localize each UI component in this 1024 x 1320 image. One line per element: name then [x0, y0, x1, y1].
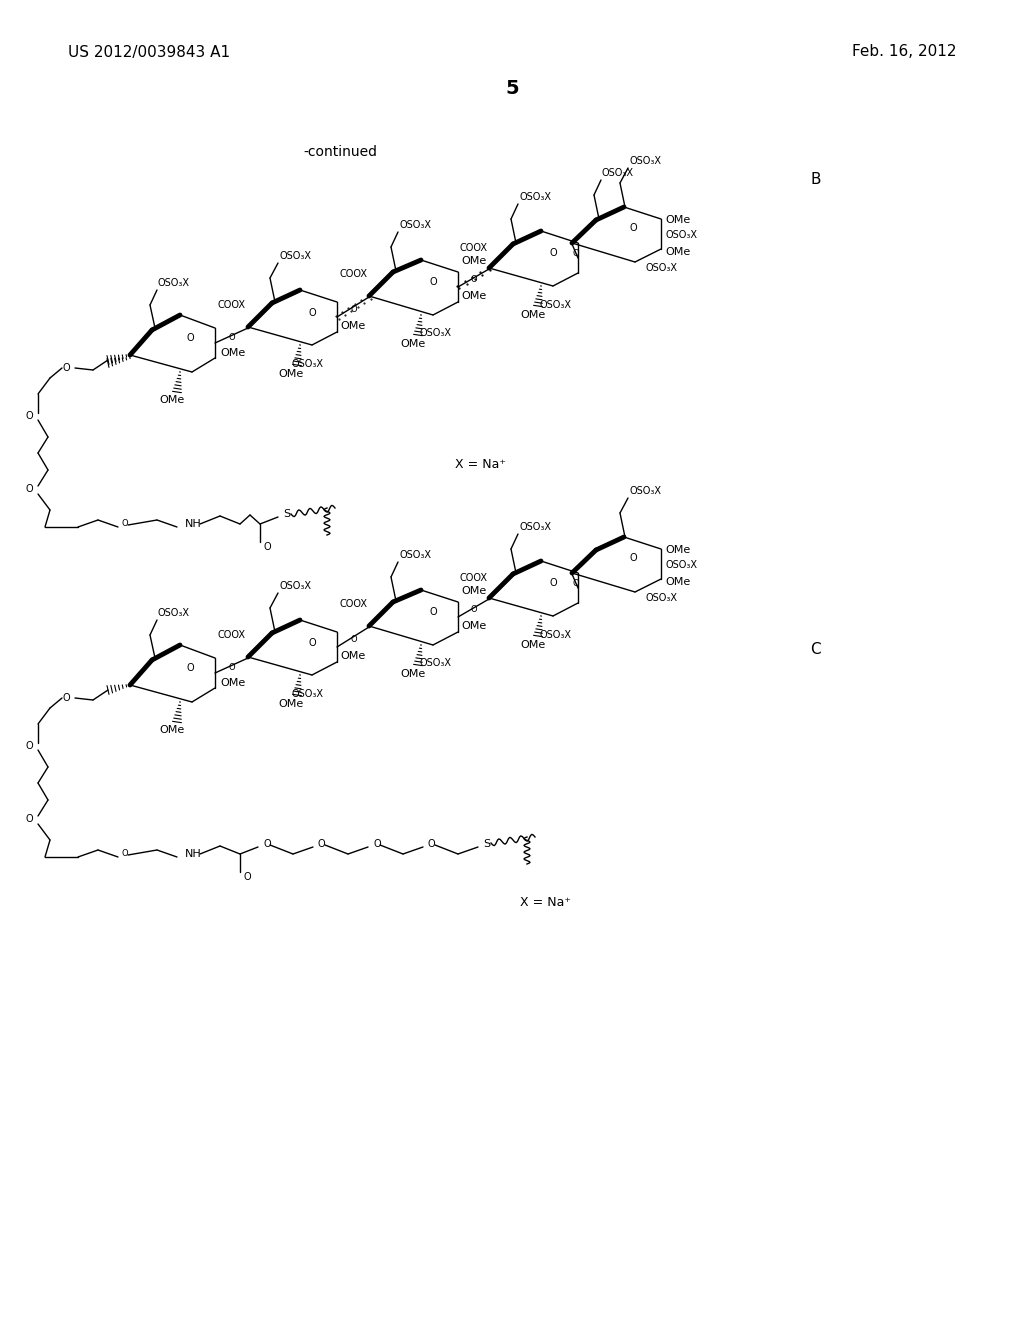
Text: OMe: OMe	[665, 577, 690, 587]
Text: COOX: COOX	[459, 243, 487, 253]
Text: O: O	[471, 276, 477, 285]
Text: OSO₃X: OSO₃X	[419, 327, 451, 338]
Text: OMe: OMe	[279, 370, 304, 379]
Text: COOX: COOX	[339, 599, 367, 609]
Text: OMe: OMe	[400, 669, 426, 678]
Text: OSO₃X: OSO₃X	[158, 279, 190, 288]
Text: OMe: OMe	[220, 348, 246, 358]
Text: O: O	[243, 873, 251, 882]
Text: O: O	[308, 638, 315, 648]
Text: O: O	[186, 663, 194, 673]
Text: OMe: OMe	[340, 321, 366, 331]
Text: O: O	[629, 223, 637, 234]
Text: OSO₃X: OSO₃X	[292, 689, 324, 700]
Text: US 2012/0039843 A1: US 2012/0039843 A1	[68, 45, 230, 59]
Text: NH: NH	[185, 519, 202, 529]
Text: OMe: OMe	[520, 310, 546, 319]
Text: OSO₃X: OSO₃X	[645, 593, 677, 603]
Text: OSO₃X: OSO₃X	[519, 191, 551, 202]
Text: OSO₃X: OSO₃X	[419, 657, 451, 668]
Text: -continued: -continued	[303, 145, 377, 158]
Text: COOX: COOX	[339, 269, 367, 279]
Text: OSO₃X: OSO₃X	[399, 550, 431, 560]
Text: O: O	[471, 606, 477, 615]
Text: OMe: OMe	[665, 215, 690, 224]
Text: OMe: OMe	[400, 339, 426, 348]
Text: S: S	[283, 510, 290, 519]
Text: O: O	[373, 840, 381, 849]
Text: OSO₃X: OSO₃X	[279, 251, 311, 261]
Text: Feb. 16, 2012: Feb. 16, 2012	[852, 45, 956, 59]
Text: OMe: OMe	[220, 678, 246, 688]
Text: OSO₃X: OSO₃X	[665, 230, 697, 240]
Text: OMe: OMe	[461, 290, 486, 301]
Text: OSO₃X: OSO₃X	[665, 560, 697, 570]
Text: O: O	[428, 840, 435, 849]
Text: O: O	[62, 363, 70, 374]
Text: S: S	[483, 840, 490, 849]
Text: O: O	[549, 248, 557, 257]
Text: O: O	[26, 741, 33, 751]
Text: OSO₃X: OSO₃X	[645, 263, 677, 273]
Text: C: C	[810, 643, 820, 657]
Text: O: O	[122, 520, 129, 528]
Text: OSO₃X: OSO₃X	[629, 486, 662, 496]
Text: OSO₃X: OSO₃X	[519, 521, 551, 532]
Text: O: O	[629, 553, 637, 564]
Text: OSO₃X: OSO₃X	[399, 220, 431, 230]
Text: O: O	[26, 484, 33, 494]
Text: OMe: OMe	[665, 247, 690, 257]
Text: OMe: OMe	[462, 586, 487, 597]
Text: OMe: OMe	[160, 725, 184, 735]
Text: COOX: COOX	[217, 300, 245, 310]
Text: NH: NH	[185, 849, 202, 859]
Text: O: O	[228, 663, 236, 672]
Text: O: O	[62, 693, 70, 704]
Text: O: O	[122, 850, 129, 858]
Text: COOX: COOX	[459, 573, 487, 583]
Text: OMe: OMe	[665, 545, 690, 554]
Text: O: O	[429, 607, 437, 616]
Text: O: O	[350, 635, 357, 644]
Text: OMe: OMe	[340, 651, 366, 661]
Text: OMe: OMe	[461, 620, 486, 631]
Text: OMe: OMe	[279, 700, 304, 709]
Text: OSO₃X: OSO₃X	[292, 359, 324, 370]
Text: O: O	[318, 840, 326, 849]
Text: O: O	[572, 248, 580, 257]
Text: OSO₃X: OSO₃X	[539, 300, 571, 310]
Text: O: O	[186, 333, 194, 343]
Text: O: O	[26, 814, 33, 824]
Text: 5: 5	[505, 78, 519, 98]
Text: OSO₃X: OSO₃X	[158, 609, 190, 618]
Text: OMe: OMe	[462, 256, 487, 267]
Text: OSO₃X: OSO₃X	[602, 168, 634, 178]
Text: O: O	[228, 333, 236, 342]
Text: OMe: OMe	[160, 395, 184, 405]
Text: B: B	[810, 173, 820, 187]
Text: O: O	[572, 578, 580, 587]
Text: COOX: COOX	[217, 630, 245, 640]
Text: O: O	[263, 543, 270, 552]
Text: OSO₃X: OSO₃X	[279, 581, 311, 591]
Text: OMe: OMe	[520, 640, 546, 649]
Text: O: O	[263, 840, 270, 849]
Text: X = Na⁺: X = Na⁺	[455, 458, 506, 471]
Text: O: O	[549, 578, 557, 587]
Text: O: O	[429, 277, 437, 286]
Text: OSO₃X: OSO₃X	[629, 156, 662, 166]
Text: O: O	[308, 308, 315, 318]
Text: O: O	[26, 411, 33, 421]
Text: OSO₃X: OSO₃X	[539, 630, 571, 640]
Text: O: O	[350, 305, 357, 314]
Text: X = Na⁺: X = Na⁺	[520, 895, 571, 908]
